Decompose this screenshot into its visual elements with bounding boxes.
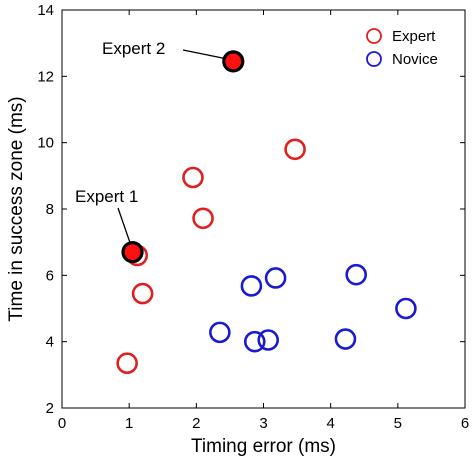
point-novice: [264, 267, 287, 289]
y-tick-label: 12: [37, 68, 54, 85]
point-expert: [182, 166, 204, 189]
y-tick-label: 2: [46, 400, 54, 417]
highlighted-points: [117, 49, 245, 264]
annotation-expert-1: Expert 1: [75, 187, 138, 206]
annotation-expert-2: Expert 2: [102, 39, 165, 58]
annotation-pointer-2: [182, 49, 225, 60]
x-tick-label: 5: [394, 415, 402, 432]
point-expert: [116, 352, 138, 375]
y-tick-label: 14: [37, 2, 54, 19]
x-tick-label: 2: [192, 415, 200, 432]
point-expert: [284, 138, 306, 161]
x-tick-label: 3: [259, 415, 267, 432]
point-expert: [192, 207, 214, 230]
x-tick-label: 0: [58, 415, 66, 432]
y-tick-label: 8: [46, 201, 54, 218]
legend-label-expert: Expert: [392, 28, 436, 45]
legend-marker-expert: [366, 28, 382, 44]
annotation-pointer-1: [117, 207, 132, 245]
point-novice: [209, 321, 231, 344]
x-axis-label: Timing error (ms): [191, 436, 336, 457]
y-tick-label: 6: [46, 267, 54, 284]
point-novice: [395, 297, 417, 320]
x-tick-label: 4: [326, 415, 334, 432]
y-axis-label: Time in success zone (ms): [6, 96, 27, 321]
highlight-point-2: [222, 50, 245, 73]
legend: Expert Novice: [366, 28, 438, 68]
point-novice: [257, 329, 280, 351]
legend-marker-novice: [366, 51, 382, 67]
point-novice: [345, 263, 367, 286]
highlight-point-1: [121, 241, 144, 264]
x-tick-label: 1: [125, 415, 133, 432]
y-tick-label: 4: [46, 334, 54, 351]
point-expert: [131, 282, 154, 305]
point-novice: [240, 275, 263, 297]
data-points: [116, 138, 417, 375]
point-novice: [243, 330, 266, 353]
legend-label-novice: Novice: [392, 51, 438, 68]
y-tick-label: 10: [37, 135, 54, 152]
point-novice: [334, 328, 357, 350]
x-tick-label: 6: [461, 415, 469, 432]
